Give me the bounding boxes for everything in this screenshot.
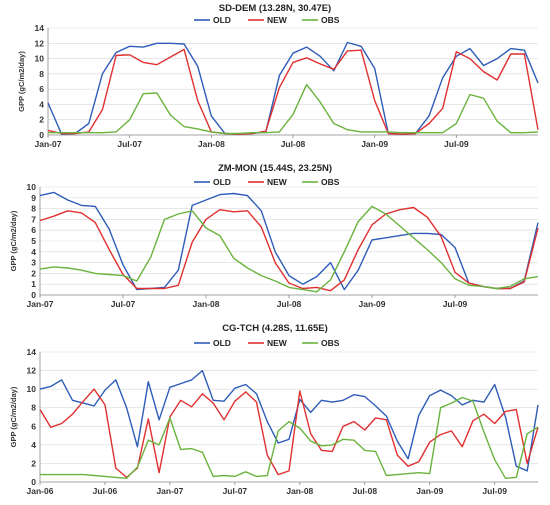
y-tick-label: 2	[31, 268, 36, 278]
x-tick-label: Jul-07	[223, 486, 248, 496]
y-tick-label: 6	[31, 421, 36, 431]
x-tick-label: Jul-08	[281, 139, 306, 149]
y-tick-label: 14	[27, 347, 37, 357]
x-tick-label: Jan-09	[416, 486, 443, 496]
x-tick-label: Jan-09	[359, 299, 386, 309]
y-tick-label: 8	[31, 204, 36, 214]
legend-label-obs: OBS	[321, 15, 340, 25]
series-line-obs	[48, 83, 539, 135]
legend-label-new: NEW	[267, 15, 288, 25]
legend-label-old: OLD	[213, 338, 231, 348]
series-line-obs	[40, 396, 539, 479]
series-line-old	[47, 41, 539, 135]
legend-label-old: OLD	[213, 15, 231, 25]
x-tick-label: Jan-07	[35, 139, 62, 149]
y-tick-label: 4	[31, 440, 36, 450]
chart-title: ZM-MON (15.44S, 23.25N)	[218, 163, 332, 174]
x-tick-label: Jul-07	[117, 139, 142, 149]
chart-panel-1: SD-DEM (13.28N, 30.47E)OLD NEW OBS 0 2 4 6 8 10 1…	[17, 3, 539, 149]
x-tick-label: Jan-06	[27, 486, 54, 496]
y-tick-label: 14	[35, 23, 45, 33]
y-axis-label: GPP (gC/m2/day)	[9, 210, 18, 271]
series-line-old	[39, 191, 539, 291]
y-tick-label: 6	[39, 84, 44, 94]
y-tick-label: 1	[31, 279, 36, 289]
legend-label-new: NEW	[267, 338, 288, 348]
y-tick-label: 7	[31, 214, 36, 224]
x-tick-label: Jul-08	[352, 486, 377, 496]
y-tick-label: 10	[27, 384, 37, 394]
y-tick-label: 0	[39, 130, 44, 140]
x-tick-label: Jan-07	[156, 486, 183, 496]
x-tick-label: Jul-08	[277, 299, 302, 309]
chart-panel-3: CG-TCH (4.28S, 11.65E) OLD NEW OBS 0 2 4 6 8 10 12…	[9, 323, 539, 496]
series-line-obs	[39, 205, 539, 293]
y-tick-label: 5	[31, 236, 36, 246]
x-tick-label: Jul-06	[93, 486, 118, 496]
y-tick-label: 4	[31, 247, 36, 257]
legend-label-obs: OBS	[321, 338, 340, 348]
y-tick-label: 12	[27, 366, 37, 376]
chart-title: CG-TCH (4.28S, 11.65E)	[222, 323, 328, 334]
chart-title: SD-DEM (13.28N, 30.47E)	[219, 3, 331, 14]
x-tick-label: Jan-08	[193, 299, 220, 309]
y-tick-label: 6	[31, 225, 36, 235]
legend-label-old: OLD	[213, 177, 231, 187]
legend-label-obs: OBS	[321, 177, 340, 187]
y-axis-label: GPP (gC/m2/day)	[17, 51, 26, 112]
y-tick-label: 9	[31, 193, 36, 203]
y-tick-label: 12	[35, 38, 45, 48]
legend-label-new: NEW	[267, 177, 288, 187]
y-tick-label: 10	[35, 54, 45, 64]
y-tick-label: 10	[27, 182, 37, 192]
x-tick-label: Jul-09	[482, 486, 507, 496]
x-tick-label: Jan-07	[27, 299, 54, 309]
series-line-new	[47, 48, 539, 135]
x-tick-label: Jul-09	[443, 299, 468, 309]
x-tick-label: Jul-09	[444, 139, 469, 149]
chart-panel-2: ZM-MON (15.44S, 23.25N) OLD NEW OBS 01234567…	[9, 163, 539, 309]
series-line-new	[39, 388, 539, 479]
x-tick-label: Jul-07	[111, 299, 136, 309]
y-axis-label: GPP (gC/m2/day)	[9, 386, 18, 447]
x-tick-label: Jan-08	[286, 486, 313, 496]
y-tick-label: 8	[39, 69, 44, 79]
y-tick-label: 0	[31, 477, 36, 487]
series-line-new	[39, 206, 539, 292]
series-line-old	[39, 369, 539, 472]
x-tick-label: Jan-09	[361, 139, 388, 149]
y-tick-label: 2	[31, 458, 36, 468]
y-tick-label: 2	[39, 115, 44, 125]
y-tick-label: 3	[31, 258, 36, 268]
y-tick-label: 0	[31, 290, 36, 300]
x-tick-label: Jan-08	[198, 139, 225, 149]
y-tick-label: 8	[31, 403, 36, 413]
y-tick-label: 4	[39, 99, 44, 109]
